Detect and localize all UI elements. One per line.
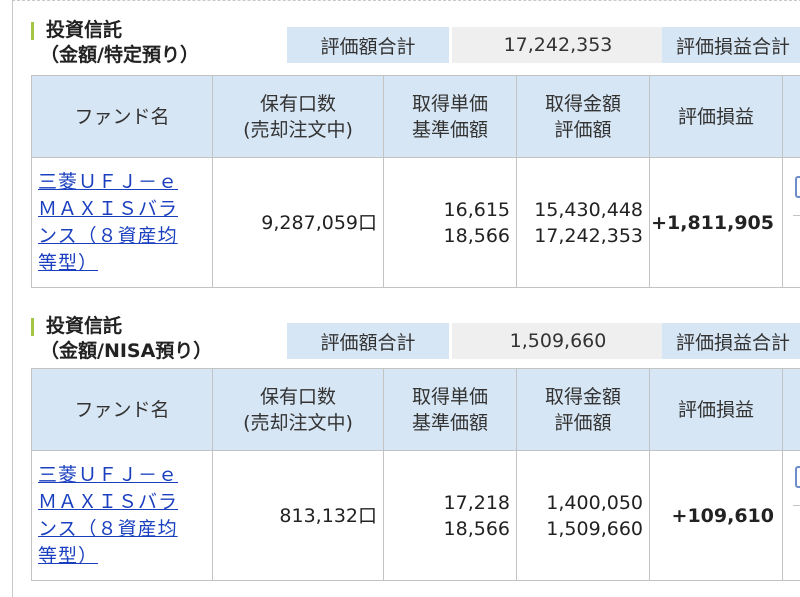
holdings-table: ファンド名 保有口数 (売却注文中) 取得単価 基準価額 取得金額 評価額 評価…: [31, 75, 800, 288]
unit-price-cell: 17,218 18,566: [383, 450, 517, 581]
header-amount-line2: 評価額: [554, 118, 612, 141]
header-amount-line1: 取得金額: [544, 92, 621, 115]
base-price: 18,566: [443, 224, 510, 247]
row-divider: [793, 215, 800, 216]
valuation-total-value: 17,242,353: [452, 27, 664, 63]
header-edge-cell: [782, 368, 800, 451]
fund-name-line: ンス（８資産均: [38, 517, 178, 540]
header-profit: 評価損益: [649, 368, 783, 451]
header-fund-name: ファンド名: [31, 368, 213, 451]
profit-cell: +109,610: [649, 450, 783, 581]
valuation: 17,242,353: [534, 224, 643, 247]
valuation-total-value: 1,509,660: [452, 323, 664, 359]
holdings-table: ファンド名 保有口数 (売却注文中) 取得単価 基準価額 取得金額 評価額 評価…: [31, 368, 800, 581]
header-amount-line2: 評価額: [554, 411, 612, 434]
profit-total-label: 評価損益合計: [662, 27, 800, 63]
section-subtitle: （金額/NISA預り）: [40, 340, 213, 362]
section-subtitle: （金額/特定預り）: [40, 44, 199, 66]
fund-name-line: 三菱ＵＦＪ－ｅ: [38, 463, 179, 486]
fund-name-line: ンス（８資産均: [38, 224, 178, 247]
fund-name-line: ＭＡＸＩＳバラ: [38, 490, 179, 513]
fund-name-line: 等型）: [38, 251, 99, 274]
amount-cell: 1,400,050 1,509,660: [516, 450, 650, 581]
header-unit-price: 取得単価 基準価額: [383, 368, 517, 451]
unit-price-cell: 16,615 18,566: [383, 157, 517, 288]
header-holding-line2: (売却注文中): [243, 118, 353, 141]
action-button-icon[interactable]: [795, 176, 800, 198]
units-cell: 813,132口: [212, 450, 384, 581]
profit-total-label: 評価損益合計: [662, 323, 800, 359]
header-unit-line1: 取得単価: [411, 385, 488, 408]
fund-name-line: ＭＡＸＩＳバラ: [38, 197, 179, 220]
amount-cell: 15,430,448 17,242,353: [516, 157, 650, 288]
profit-cell: +1,811,905: [649, 157, 783, 288]
acq-amount: 1,400,050: [546, 491, 643, 514]
fund-name-link[interactable]: 三菱ＵＦＪ－ｅ ＭＡＸＩＳバラ ンス（８資産均 等型）: [32, 462, 212, 570]
header-holding-line2: (売却注文中): [243, 411, 353, 434]
header-fund-name: ファンド名: [31, 75, 213, 158]
acq-amount: 15,430,448: [534, 198, 643, 221]
table-header-row: ファンド名 保有口数 (売却注文中) 取得単価 基準価額 取得金額 評価額 評価…: [31, 368, 800, 451]
acq-unit-price: 16,615: [443, 198, 510, 221]
header-holding-line1: 保有口数: [259, 92, 336, 115]
valuation-total-label: 評価額合計: [287, 323, 449, 359]
frame-left-border: [12, 0, 13, 597]
header-holding-units: 保有口数 (売却注文中): [212, 75, 384, 158]
header-edge-cell: [782, 75, 800, 158]
header-amount: 取得金額 評価額: [516, 368, 650, 451]
row-divider: [793, 505, 800, 506]
header-amount-line1: 取得金額: [544, 385, 621, 408]
section-title: 投資信託: [46, 19, 123, 41]
fund-name-line: 等型）: [38, 544, 99, 567]
header-profit: 評価損益: [649, 75, 783, 158]
units-cell: 9,287,059口: [212, 157, 384, 288]
fund-name-link[interactable]: 三菱ＵＦＪ－ｅ ＭＡＸＩＳバラ ンス（８資産均 等型）: [32, 169, 212, 277]
table-row: 三菱ＵＦＪ－ｅ ＭＡＸＩＳバラ ンス（８資産均 等型） 9,287,059口 1…: [31, 157, 800, 288]
section-accent-bar: [31, 22, 34, 40]
base-price: 18,566: [443, 517, 510, 540]
header-unit-line2: 基準価額: [411, 118, 488, 141]
valuation-total-label: 評価額合計: [287, 27, 449, 63]
header-unit-line1: 取得単価: [411, 92, 488, 115]
frame-top-border: [12, 0, 800, 4]
header-holding-units: 保有口数 (売却注文中): [212, 368, 384, 451]
fund-name-cell: 三菱ＵＦＪ－ｅ ＭＡＸＩＳバラ ンス（８資産均 等型）: [31, 157, 213, 288]
table-header-row: ファンド名 保有口数 (売却注文中) 取得単価 基準価額 取得金額 評価額 評価…: [31, 75, 800, 158]
header-unit-price: 取得単価 基準価額: [383, 75, 517, 158]
fund-name-line: 三菱ＵＦＪ－ｅ: [38, 170, 179, 193]
header-amount: 取得金額 評価額: [516, 75, 650, 158]
action-button-icon[interactable]: [795, 466, 800, 488]
table-row: 三菱ＵＦＪ－ｅ ＭＡＸＩＳバラ ンス（８資産均 等型） 813,132口 17,…: [31, 450, 800, 581]
valuation: 1,509,660: [546, 517, 643, 540]
section-accent-bar: [31, 318, 34, 336]
fund-name-cell: 三菱ＵＦＪ－ｅ ＭＡＸＩＳバラ ンス（８資産均 等型）: [31, 450, 213, 581]
section-title: 投資信託: [46, 315, 123, 337]
header-holding-line1: 保有口数: [259, 385, 336, 408]
header-unit-line2: 基準価額: [411, 411, 488, 434]
acq-unit-price: 17,218: [443, 491, 510, 514]
